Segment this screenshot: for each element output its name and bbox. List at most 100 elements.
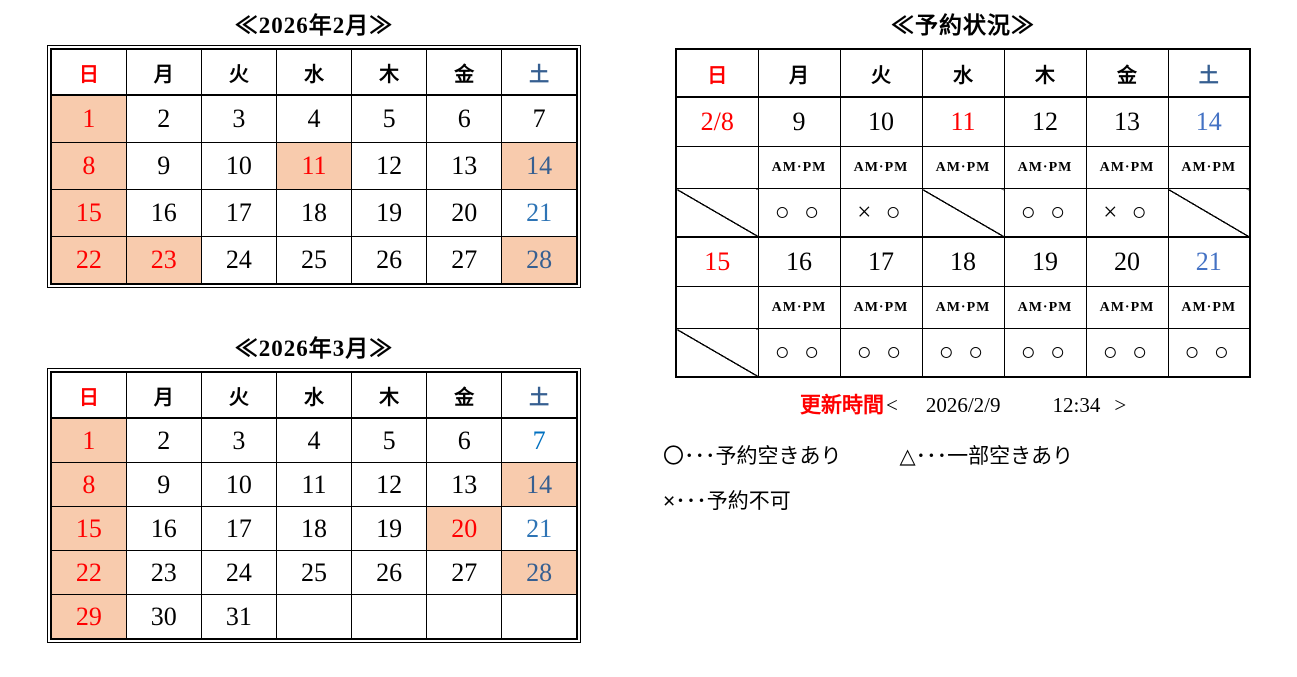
ampm-label-cell: AM·PM (1085, 146, 1169, 189)
calendar-week-row: 8 9 10 11 12 13 14 (50, 462, 578, 507)
ampm-label-cell: AM·PM (1003, 146, 1087, 189)
calendar-week-row: 15 16 17 18 19 20 21 (50, 506, 578, 551)
day-cell: 23 (125, 550, 202, 595)
day-cell: 1 (50, 417, 127, 463)
day-cell: 6 (426, 94, 503, 143)
march-calendar-table: 日月火水木金土 1 2 3 4 5 6 7 8 9 10 11 12 13 14 15 16 17 18 19 20 21… (47, 368, 581, 643)
availability-cell: ○ ○ (757, 328, 841, 378)
status-date-cell: 19 (1003, 236, 1087, 287)
day-cell: 7 (501, 94, 578, 143)
day-cell: 17 (200, 506, 277, 551)
calendar-week-row: 22 23 24 25 26 27 28 (50, 550, 578, 595)
status-date-cell: 2/8 (675, 96, 759, 147)
closed-slash-cell (1167, 188, 1251, 238)
ampm-label-cell: AM·PM (921, 146, 1005, 189)
calendar-week-row: 15 16 17 18 19 20 21 (50, 189, 578, 237)
day-cell: 15 (50, 189, 127, 237)
day-cell: 3 (200, 417, 277, 463)
day-cell: 17 (200, 189, 277, 237)
calendar-week-row: 22 23 24 25 26 27 28 (50, 236, 578, 285)
day-cell: 16 (125, 506, 202, 551)
day-cell: 10 (200, 462, 277, 507)
weekday-header-sun: 日 (675, 48, 759, 98)
availability-cell: ○ ○ (1003, 328, 1087, 378)
status-date-cell: 15 (675, 236, 759, 287)
day-cell: 20 (426, 506, 503, 551)
availability-cell: ○ ○ (757, 188, 841, 238)
day-cell: 4 (275, 94, 353, 143)
status-date-cell: 9 (757, 96, 841, 147)
availability-cell: ○ ○ (1167, 328, 1251, 378)
ampm-label-cell: AM·PM (1003, 286, 1087, 329)
day-cell: 2 (125, 417, 202, 463)
status-date-cell: 10 (839, 96, 923, 147)
day-cell: 19 (351, 506, 428, 551)
status-date-cell: 14 (1167, 96, 1251, 147)
day-cell: 30 (125, 594, 202, 640)
status-date-cell: 11 (921, 96, 1005, 147)
calendar-march: ≪2026年3月≫ 日月火水木金土 1 2 3 4 5 6 7 8 9 10 11 12 13 14 15 16… (47, 329, 581, 643)
status-table: 日月火水木金土 2/8 9 10 11 12 13 14 AM·PM AM·PM AM·PM AM·P… (675, 48, 1251, 378)
ampm-label-cell: AM·PM (921, 286, 1005, 329)
day-cell: 26 (351, 550, 428, 595)
day-cell: 3 (200, 94, 277, 143)
calendar-week-row: 29 30 31 (50, 594, 578, 640)
ampm-label-cell: AM·PM (839, 146, 923, 189)
day-cell: 27 (426, 236, 503, 285)
march-calendar-title: ≪2026年3月≫ (234, 336, 394, 361)
day-cell: 11 (275, 142, 353, 190)
day-cell: 7 (501, 417, 578, 463)
status-dates-row: 15 16 17 18 19 20 21 (675, 236, 1251, 287)
weekday-header-wed: 水 (275, 48, 353, 96)
weekday-header-mon: 月 (757, 48, 841, 98)
day-cell: 21 (501, 506, 578, 551)
availability-row: ○ ○ ○ ○ ○ ○ ○ ○ ○ ○ ○ ○ (675, 328, 1251, 378)
day-cell: 24 (200, 236, 277, 285)
day-cell: 5 (351, 94, 428, 143)
availability-cell: ○ ○ (921, 328, 1005, 378)
weekday-header-tue: 火 (200, 48, 277, 96)
ampm-label-cell: AM·PM (839, 286, 923, 329)
day-cell: 26 (351, 236, 428, 285)
weekday-header-sat: 土 (501, 48, 578, 96)
day-cell: 8 (50, 462, 127, 507)
day-cell: 19 (351, 189, 428, 237)
day-cell: 21 (501, 189, 578, 237)
status-date-cell: 13 (1085, 96, 1169, 147)
update-date: 2026/2/9 (925, 393, 1001, 417)
status-date-cell: 18 (921, 236, 1005, 287)
weekday-header-sat: 土 (501, 371, 578, 419)
day-cell: 12 (351, 462, 428, 507)
day-cell: 29 (50, 594, 127, 640)
day-cell: 6 (426, 417, 503, 463)
day-cell: 28 (501, 236, 578, 285)
day-cell: 14 (501, 142, 578, 190)
legend: 〇･･･予約空きあり △･･･一部空きあり ×･･･予約不可 (663, 440, 1263, 515)
day-cell: 22 (50, 236, 127, 285)
weekday-header-fri: 金 (426, 48, 503, 96)
february-calendar-table: 日月火水木金土 1 2 3 4 5 6 7 8 9 10 11 12 13 14 15 16 17 18 19 20 21… (47, 45, 581, 288)
weekday-header-mon: 月 (125, 371, 202, 419)
weekday-header-tue: 火 (200, 371, 277, 419)
status-date-cell: 16 (757, 236, 841, 287)
weekday-header-row: 日月火水木金土 (675, 48, 1251, 98)
day-cell: 27 (426, 550, 503, 595)
day-cell: 1 (50, 94, 127, 143)
empty-cell (501, 594, 578, 640)
empty-cell (275, 594, 353, 640)
ampm-row: AM·PM AM·PM AM·PM AM·PM AM·PM AM·PM (675, 146, 1251, 189)
status-date-cell: 21 (1167, 236, 1251, 287)
weekday-header-sat: 土 (1167, 48, 1251, 98)
weekday-header-fri: 金 (426, 371, 503, 419)
ampm-empty-cell (675, 146, 759, 189)
day-cell: 31 (200, 594, 277, 640)
status-board-title: ≪予約状況≫ (891, 13, 1035, 38)
availability-cell: × ○ (839, 188, 923, 238)
status-date-cell: 17 (839, 236, 923, 287)
day-cell: 4 (275, 417, 353, 463)
update-close-bracket: > (1114, 393, 1127, 417)
availability-cell: ○ ○ (1085, 328, 1169, 378)
day-cell: 12 (351, 142, 428, 190)
